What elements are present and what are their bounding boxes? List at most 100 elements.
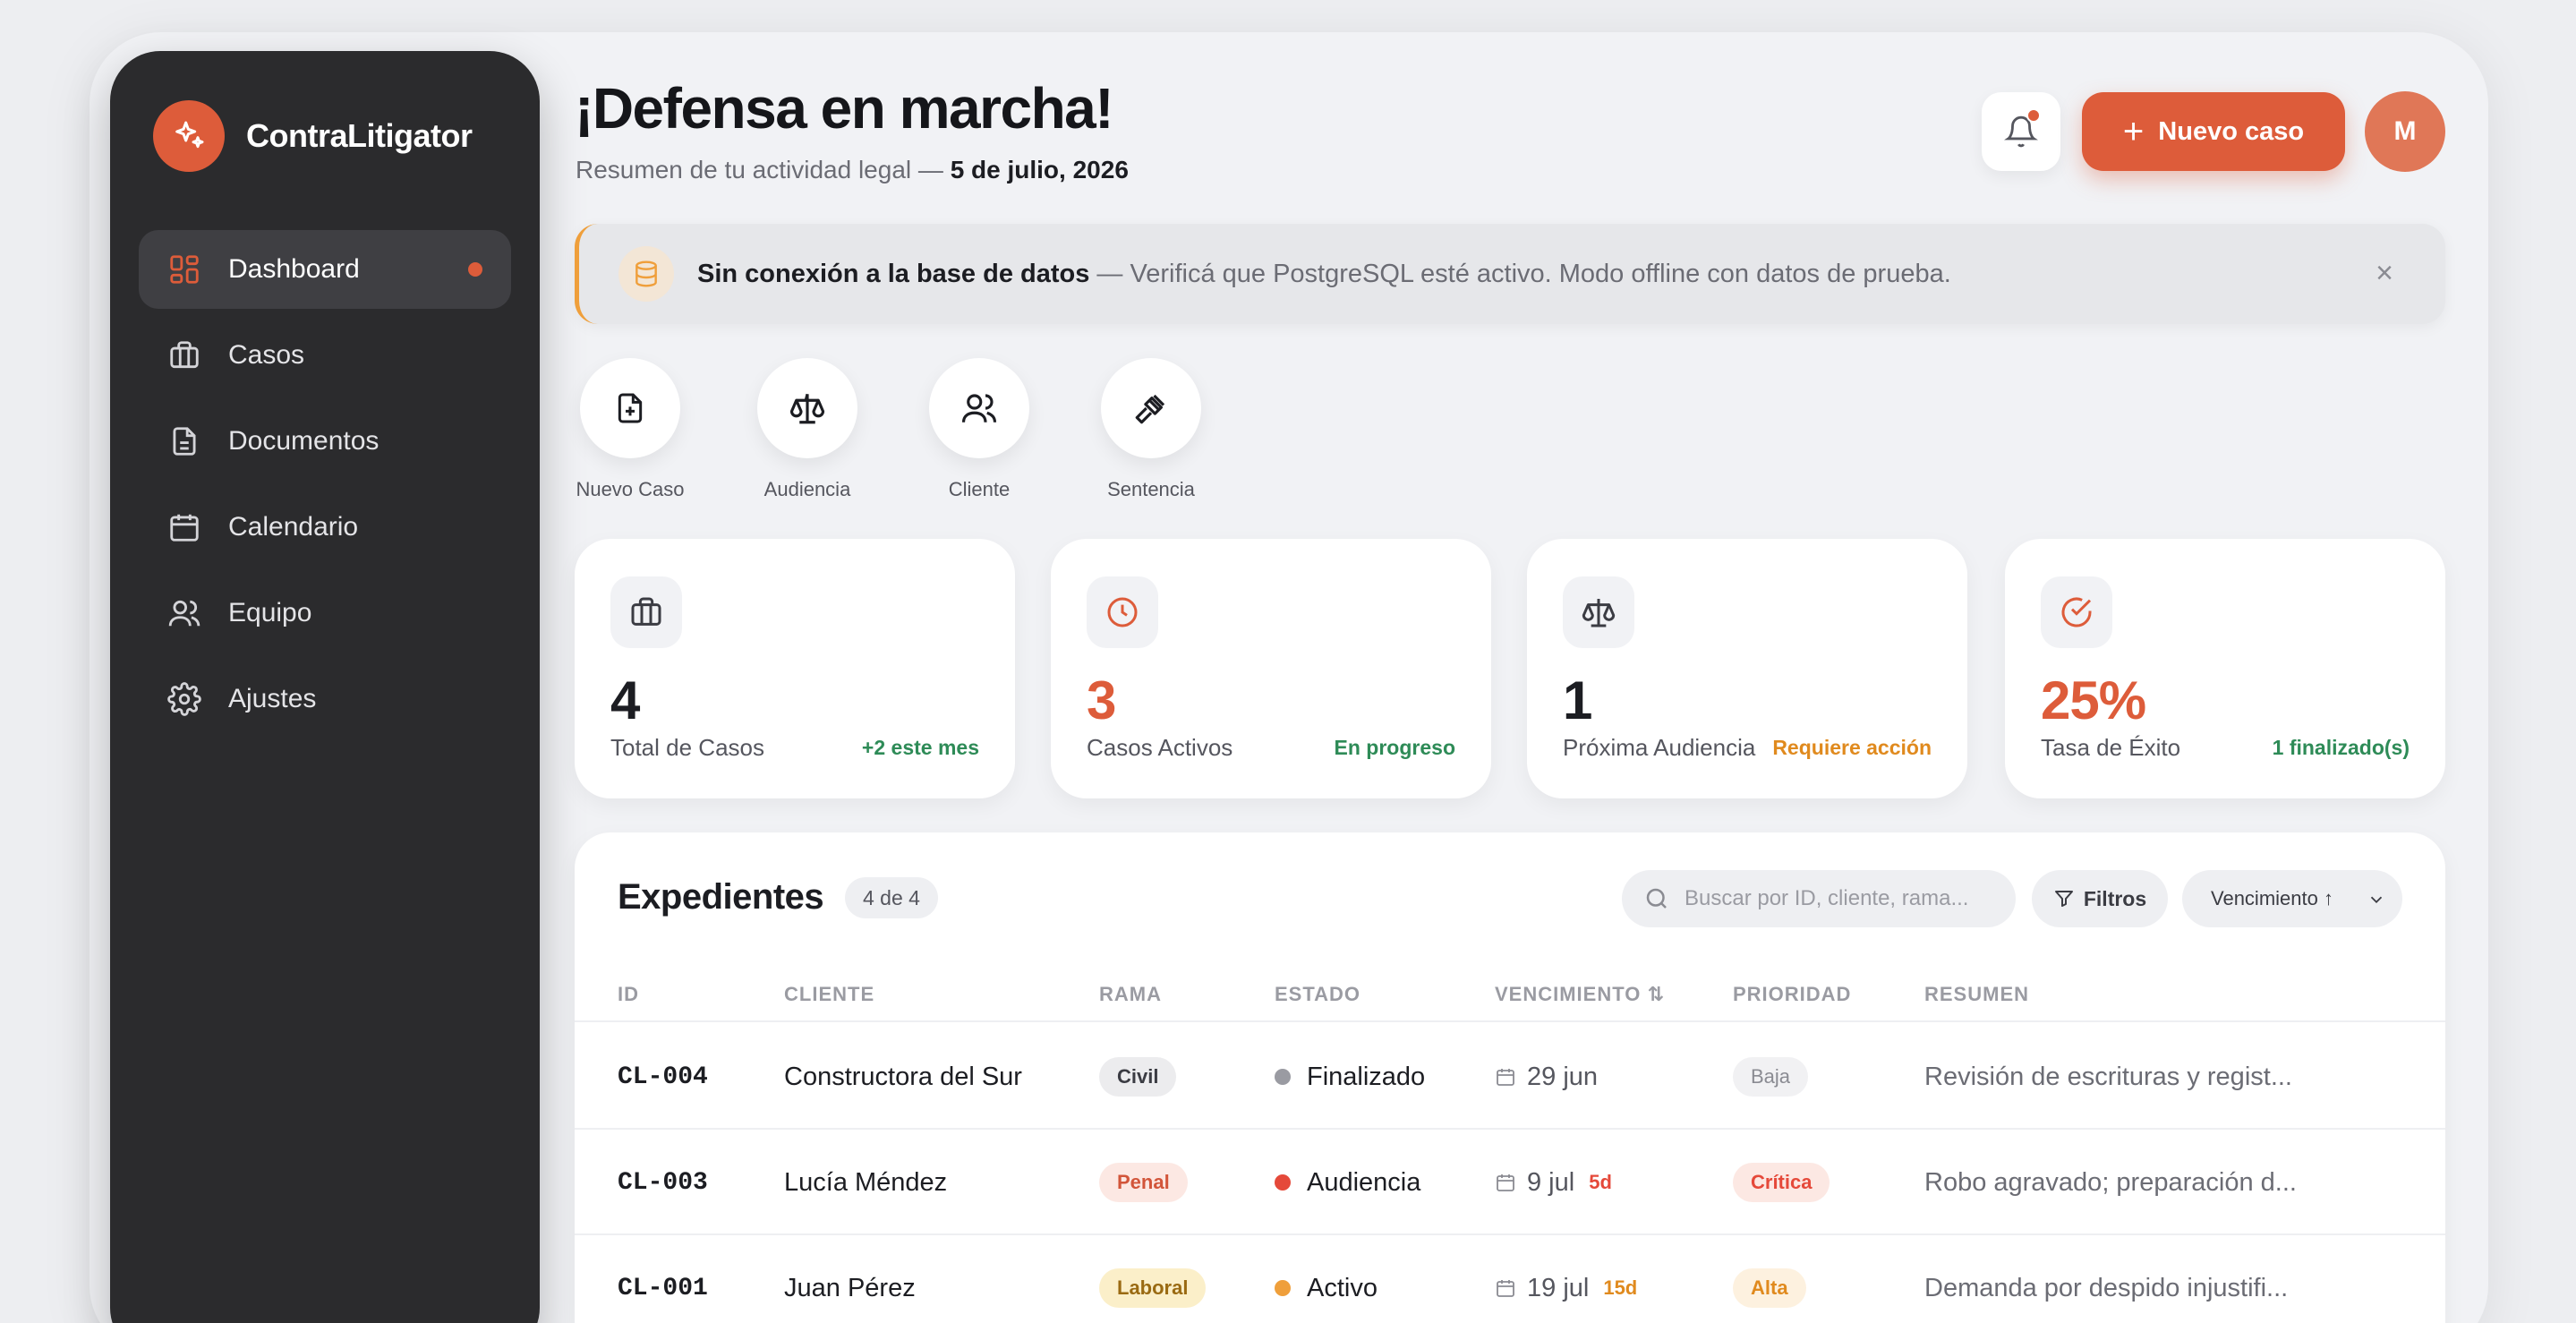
stat-note: Requiere acción	[1772, 736, 1932, 759]
filters-label: Filtros	[2083, 886, 2147, 910]
sidebar-item-calendario[interactable]: Calendario	[139, 488, 511, 567]
column-header-client[interactable]: CLIENTE	[784, 983, 875, 1005]
page-subtitle: Resumen de tu actividad legal — 5 de jul…	[576, 156, 1129, 184]
column-header-id[interactable]: ID	[618, 983, 639, 1005]
bell-icon	[2004, 115, 2038, 148]
status-dot	[1275, 1174, 1291, 1191]
priority-badge: Alta	[1733, 1268, 1806, 1308]
stat-value: 25%	[2041, 670, 2146, 730]
filters-button[interactable]: Filtros	[2032, 870, 2168, 927]
client-name: Constructora del Sur	[784, 1062, 1022, 1091]
stat-card-total[interactable]: 4 Total de Casos +2 este mes	[575, 539, 1015, 798]
count-badge: 4 de 4	[845, 877, 938, 918]
due-date: 29 jun	[1527, 1062, 1599, 1091]
table-header: ID CLIENTE RAMA ESTADO VENCIMIENTO ⇅ PRI…	[575, 969, 2445, 1022]
users-icon	[929, 358, 1029, 458]
search-field[interactable]	[1622, 870, 2016, 927]
quick-action-label: Sentencia	[1107, 478, 1195, 500]
column-header-branch[interactable]: RAMA	[1099, 983, 1162, 1005]
sidebar-item-dashboard[interactable]: Dashboard	[139, 230, 511, 309]
stat-value: 4	[610, 670, 640, 730]
case-summary: Demanda por despido injustifi...	[1924, 1273, 2289, 1302]
stat-note: 1 finalizado(s)	[2272, 736, 2410, 759]
sidebar-item-label: Documentos	[228, 426, 380, 456]
page-title: ¡Defensa en marcha!	[575, 76, 1114, 141]
sidebar-item-label: Casos	[228, 340, 305, 370]
calendar-icon	[1497, 1069, 1514, 1086]
chevron-down-icon	[2370, 896, 2383, 904]
current-date: 5 de julio, 2026	[950, 156, 1129, 184]
client-name: Juan Pérez	[784, 1273, 916, 1302]
case-summary: Robo agravado; preparación d...	[1924, 1167, 2297, 1197]
filter-icon	[2054, 891, 2073, 907]
stat-card-success[interactable]: 25% Tasa de Éxito 1 finalizado(s)	[2005, 539, 2445, 798]
days-remaining: 15d	[1603, 1276, 1638, 1299]
cases-panel: Expedientes 4 de 4 Filtros Vencimiento ↑…	[575, 832, 2445, 1323]
sort-label: Vencimiento ↑	[2211, 887, 2333, 909]
notifications-button[interactable]	[1982, 92, 2060, 171]
status-dot	[1275, 1069, 1291, 1085]
branch-badge: Penal	[1099, 1163, 1188, 1202]
briefcase-icon	[610, 576, 682, 648]
table-row[interactable]: CL-004 Constructora del Sur Civil Finali…	[575, 1024, 2445, 1130]
dashboard-icon	[170, 255, 199, 284]
brand-name: ContraLitigator	[246, 117, 473, 154]
sidebar-item-documentos[interactable]: Documentos	[139, 402, 511, 481]
status-text: Activo	[1307, 1273, 1378, 1302]
stat-value: 3	[1087, 670, 1116, 730]
close-icon[interactable]: ×	[2376, 256, 2393, 290]
column-header-summary[interactable]: RESUMEN	[1924, 983, 2030, 1005]
search-icon	[1646, 888, 1667, 909]
calendar-icon	[1497, 1280, 1514, 1297]
avatar[interactable]: M	[2365, 91, 2445, 172]
sidebar-item-ajustes[interactable]: Ajustes	[139, 660, 511, 738]
brand[interactable]: ContraLitigator	[153, 100, 473, 172]
column-header-status[interactable]: ESTADO	[1275, 983, 1361, 1005]
stat-label: Tasa de Éxito	[2041, 734, 2181, 761]
column-header-due[interactable]: VENCIMIENTO ⇅	[1495, 983, 1665, 1005]
column-header-priority[interactable]: PRIORIDAD	[1733, 983, 1852, 1005]
sidebar-item-casos[interactable]: Casos	[139, 316, 511, 395]
stat-label: Total de Casos	[610, 734, 764, 761]
table-row[interactable]: CL-003 Lucía Méndez Penal Audiencia 9 ju…	[575, 1130, 2445, 1235]
stat-label: Casos Activos	[1087, 734, 1233, 761]
calendar-icon	[1497, 1174, 1514, 1191]
days-remaining: 5d	[1589, 1171, 1612, 1193]
quick-action-nuevo-caso[interactable]: Nuevo Caso	[567, 358, 693, 501]
sidebar-nav: Dashboard Casos Documentos Calendario Eq…	[139, 230, 511, 746]
case-id: CL-003	[618, 1168, 708, 1197]
stat-note: En progreso	[1334, 736, 1455, 759]
stat-note: +2 este mes	[861, 736, 979, 759]
new-case-button[interactable]: + Nuevo caso	[2082, 92, 2345, 171]
subtitle-text: Resumen de tu actividad legal —	[576, 156, 951, 184]
stat-value: 1	[1563, 670, 1592, 730]
due-date: 9 jul	[1527, 1167, 1575, 1197]
stat-label: Próxima Audiencia	[1563, 734, 1756, 761]
sidebar: ContraLitigator Dashboard Casos Document…	[110, 51, 540, 1323]
plus-icon: +	[2122, 112, 2145, 151]
quick-action-sentencia[interactable]: Sentencia	[1088, 358, 1214, 501]
branch-badge: Civil	[1099, 1057, 1177, 1097]
stat-card-hearing[interactable]: 1 Próxima Audiencia Requiere acción	[1527, 539, 1967, 798]
sort-select[interactable]: Vencimiento ↑	[2182, 870, 2402, 927]
search-input[interactable]	[1685, 886, 2007, 911]
due-date: 19 jul	[1527, 1273, 1590, 1302]
case-id: CL-004	[618, 1063, 708, 1091]
active-indicator	[468, 262, 482, 277]
new-file-icon	[580, 358, 680, 458]
client-name: Lucía Méndez	[784, 1167, 948, 1197]
sidebar-item-label: Ajustes	[228, 684, 317, 713]
stat-card-active[interactable]: 3 Casos Activos En progreso	[1051, 539, 1491, 798]
quick-action-cliente[interactable]: Cliente	[917, 358, 1042, 501]
panel-title: Expedientes	[618, 877, 824, 917]
table-row[interactable]: CL-001 Juan Pérez Laboral Activo 19 jul …	[575, 1235, 2445, 1323]
status-dot	[1275, 1280, 1291, 1296]
quick-action-audiencia[interactable]: Audiencia	[745, 358, 870, 501]
priority-badge: Baja	[1733, 1057, 1809, 1097]
notification-badge	[2026, 108, 2041, 123]
check-circle-icon	[2041, 576, 2112, 648]
sidebar-item-equipo[interactable]: Equipo	[139, 574, 511, 653]
sidebar-item-label: Calendario	[228, 512, 359, 542]
quick-action-label: Audiencia	[763, 478, 851, 500]
scale-icon	[1563, 576, 1634, 648]
